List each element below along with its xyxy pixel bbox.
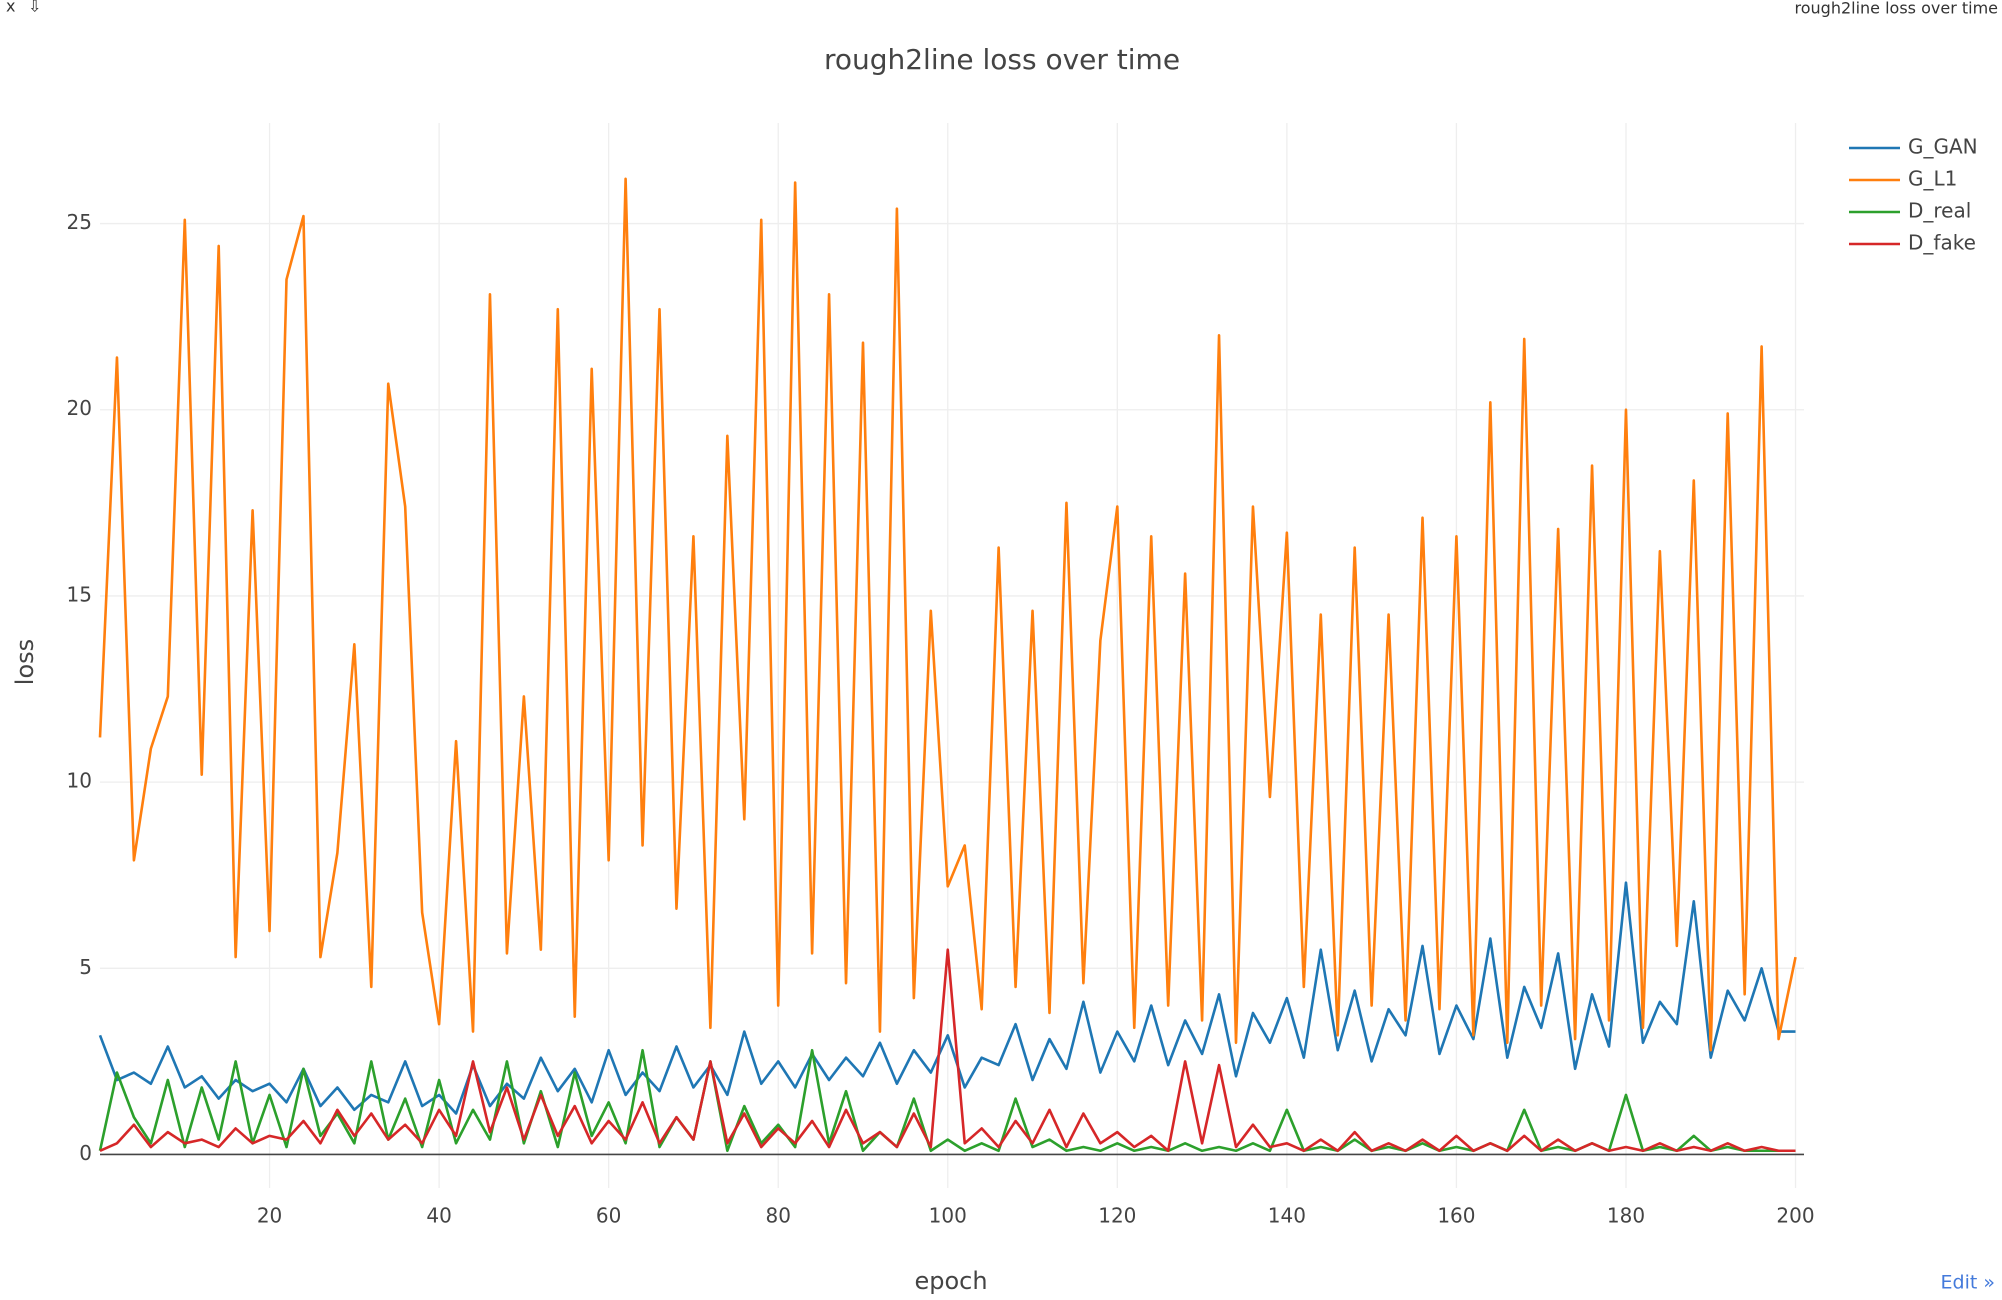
y-tick-label: 5: [79, 955, 92, 979]
x-tick-label: 80: [765, 1204, 790, 1228]
x-tick-label: 60: [596, 1204, 621, 1228]
close-icon[interactable]: x: [6, 0, 15, 16]
x-tick-label: 20: [257, 1204, 282, 1228]
x-tick-label: 200: [1776, 1204, 1814, 1228]
download-icon[interactable]: ⇩: [28, 0, 41, 16]
x-axis-title: epoch: [914, 1267, 987, 1295]
edit-link[interactable]: Edit »: [1941, 1272, 1995, 1294]
legend-label: D_fake: [1908, 231, 1976, 255]
window-title: rough2line loss over time: [1795, 0, 1999, 18]
y-tick-label: 10: [67, 769, 92, 793]
legend-label: D_real: [1908, 199, 1971, 223]
legend-label: G_GAN: [1908, 135, 1978, 159]
chart-title: rough2line loss over time: [824, 43, 1180, 76]
y-tick-label: 15: [67, 582, 92, 606]
x-tick-label: 180: [1607, 1204, 1645, 1228]
x-tick-label: 100: [929, 1204, 967, 1228]
line-series: [99, 948, 1796, 1153]
y-tick-label: 0: [79, 1141, 92, 1165]
y-tick-label: 25: [67, 210, 92, 234]
x-tick-label: 40: [426, 1204, 451, 1228]
line-series: [98, 177, 1797, 1052]
y-axis-title: loss: [11, 639, 39, 685]
x-tick-label: 160: [1437, 1204, 1475, 1228]
x-tick-label: 140: [1268, 1204, 1306, 1228]
line-series: [98, 881, 1796, 1115]
legend-label: G_L1: [1908, 167, 1957, 191]
line-series: [98, 1048, 1796, 1153]
x-tick-label: 120: [1098, 1204, 1136, 1228]
y-tick-label: 20: [67, 396, 92, 420]
